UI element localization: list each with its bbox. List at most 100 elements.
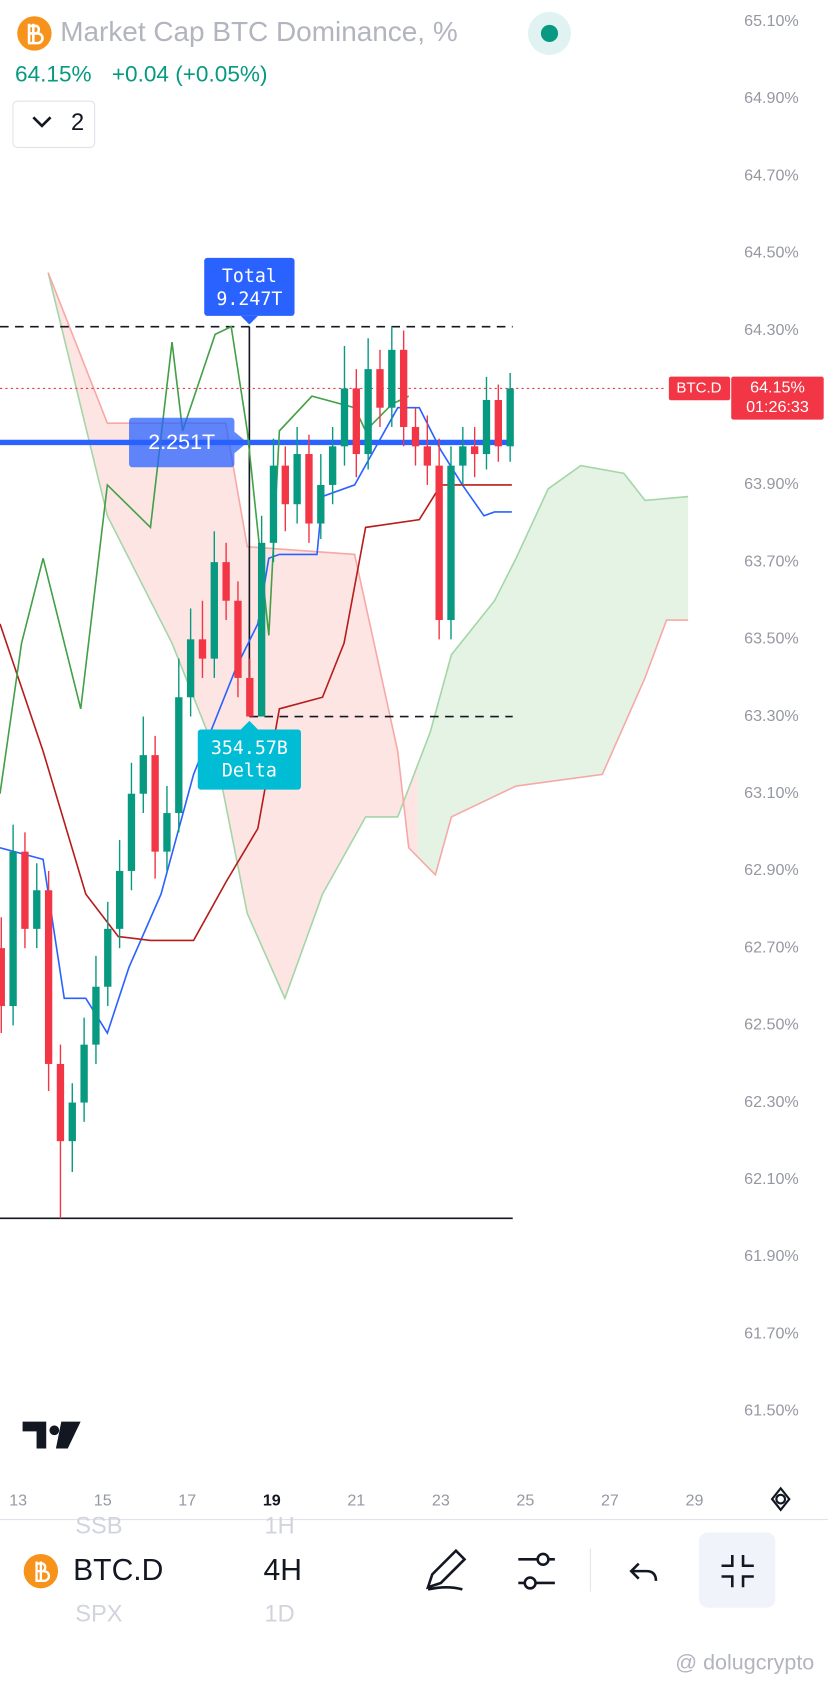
price-tag-value: 64.15% (750, 379, 805, 397)
symbol[interactable]: BTC.D (73, 1554, 163, 1587)
candle-body (92, 986, 100, 1045)
total-pointer (240, 315, 258, 325)
candle-body (328, 446, 337, 485)
y-tick-label: 64.50% (744, 244, 799, 262)
price-tag (731, 376, 824, 420)
delta-value: 354.57B (211, 738, 288, 759)
draw-tool[interactable] (425, 1548, 467, 1591)
poc-pointer (234, 431, 248, 454)
candle-body (33, 890, 41, 929)
y-tick-label: 64.30% (744, 321, 799, 339)
indicators-toggle[interactable] (12, 100, 96, 148)
candle-body (447, 465, 455, 621)
candle-body (376, 369, 384, 408)
coin-glyph (35, 1561, 51, 1583)
poc-box (129, 417, 235, 468)
candle-body (435, 465, 443, 621)
candle-body (257, 542, 266, 717)
status-dot (540, 24, 559, 43)
plot-area: 65.10%64.90%64.70%64.50%64.30%64.10%63.9… (0, 12, 824, 1510)
y-tick-label: 63.70% (744, 552, 799, 570)
y-tick-label: 63.50% (744, 630, 799, 648)
undo[interactable] (629, 1562, 658, 1581)
candle-body (56, 1063, 65, 1142)
symbol-tag-text: BTC.D (676, 379, 721, 396)
indicator-count: 2 (71, 110, 84, 136)
candle-body (115, 870, 124, 929)
delta-label: Delta (222, 760, 277, 781)
y-tick-label: 61.90% (744, 1247, 799, 1265)
candle-body (352, 388, 360, 455)
faded-symbol: SPX (75, 1601, 123, 1627)
delta-pointer (240, 720, 258, 730)
x-tick-label: 15 (94, 1492, 112, 1510)
price-tag-countdown: 01:26:33 (746, 398, 809, 416)
candle-body (506, 388, 514, 447)
candle-body (234, 600, 242, 678)
fullscreen-button[interactable] (698, 1532, 776, 1608)
candle-body (127, 793, 136, 871)
x-tick-label: 27 (601, 1492, 619, 1510)
total-value: 9.247T (216, 289, 282, 310)
indicators-tool[interactable] (518, 1558, 555, 1585)
x-tick-label: 21 (347, 1492, 365, 1510)
x-tick-label: 29 (685, 1492, 703, 1510)
candle-body (186, 639, 195, 698)
candle-body (222, 562, 230, 601)
candle-body (151, 755, 159, 852)
y-tick-label: 62.10% (744, 1170, 799, 1188)
candle-body (317, 484, 325, 524)
y-tick-label: 62.70% (744, 938, 799, 956)
faded-interval: 1D (265, 1601, 295, 1627)
total-label: Total (222, 266, 277, 287)
y-tick-label: 62.50% (744, 1016, 799, 1034)
interval[interactable]: 4H (263, 1554, 301, 1587)
candle-body (104, 928, 112, 987)
settings-icon-center (775, 1493, 787, 1505)
candle-body (163, 813, 171, 852)
watermark: @ dolugcrypto (675, 1650, 814, 1674)
toolbar-bg (0, 1539, 409, 1603)
candle-body (44, 890, 53, 1064)
slider-knob (536, 1552, 550, 1566)
settings-icon[interactable] (770, 1486, 791, 1512)
faded-interval: 1H (265, 1513, 295, 1539)
candle-body (198, 639, 207, 659)
y-tick-label: 63.10% (744, 784, 799, 802)
candle-body (470, 446, 479, 455)
total-box (204, 257, 295, 316)
poc-label: 2.251T (148, 430, 215, 454)
candle-body (388, 349, 396, 408)
y-tick-label: 62.90% (744, 861, 799, 879)
symbol-tag (668, 376, 731, 401)
candle-body (494, 400, 502, 447)
price: 64.15% (15, 61, 92, 86)
y-tick-label: 65.10% (744, 12, 799, 30)
y-tick-label: 63.30% (744, 707, 799, 725)
x-tick-label: 17 (178, 1492, 196, 1510)
candle-body (80, 1044, 88, 1103)
slider-knob (523, 1576, 537, 1590)
cloud-fill (417, 465, 689, 875)
candle-body (21, 851, 29, 929)
candle-body (139, 755, 147, 794)
y-tick-label: 61.50% (744, 1402, 799, 1420)
y-tick-label: 64.90% (744, 89, 799, 107)
candle-body (459, 446, 467, 466)
candle-body (9, 851, 17, 1007)
candle-body (269, 465, 278, 543)
faded-symbol: SSB (75, 1513, 122, 1539)
candle-body (281, 465, 289, 505)
x-tick-label: 19 (263, 1492, 281, 1510)
x-tick-label: 23 (432, 1492, 450, 1510)
candle-body (210, 562, 218, 659)
delta-box (197, 729, 301, 790)
candle-body (411, 427, 420, 447)
change: +0.04 (+0.05%) (112, 61, 268, 86)
candle-body (246, 677, 254, 717)
candle-body (399, 349, 408, 428)
title: Market Cap BTC Dominance, % (60, 16, 457, 47)
candle-body (340, 388, 349, 447)
